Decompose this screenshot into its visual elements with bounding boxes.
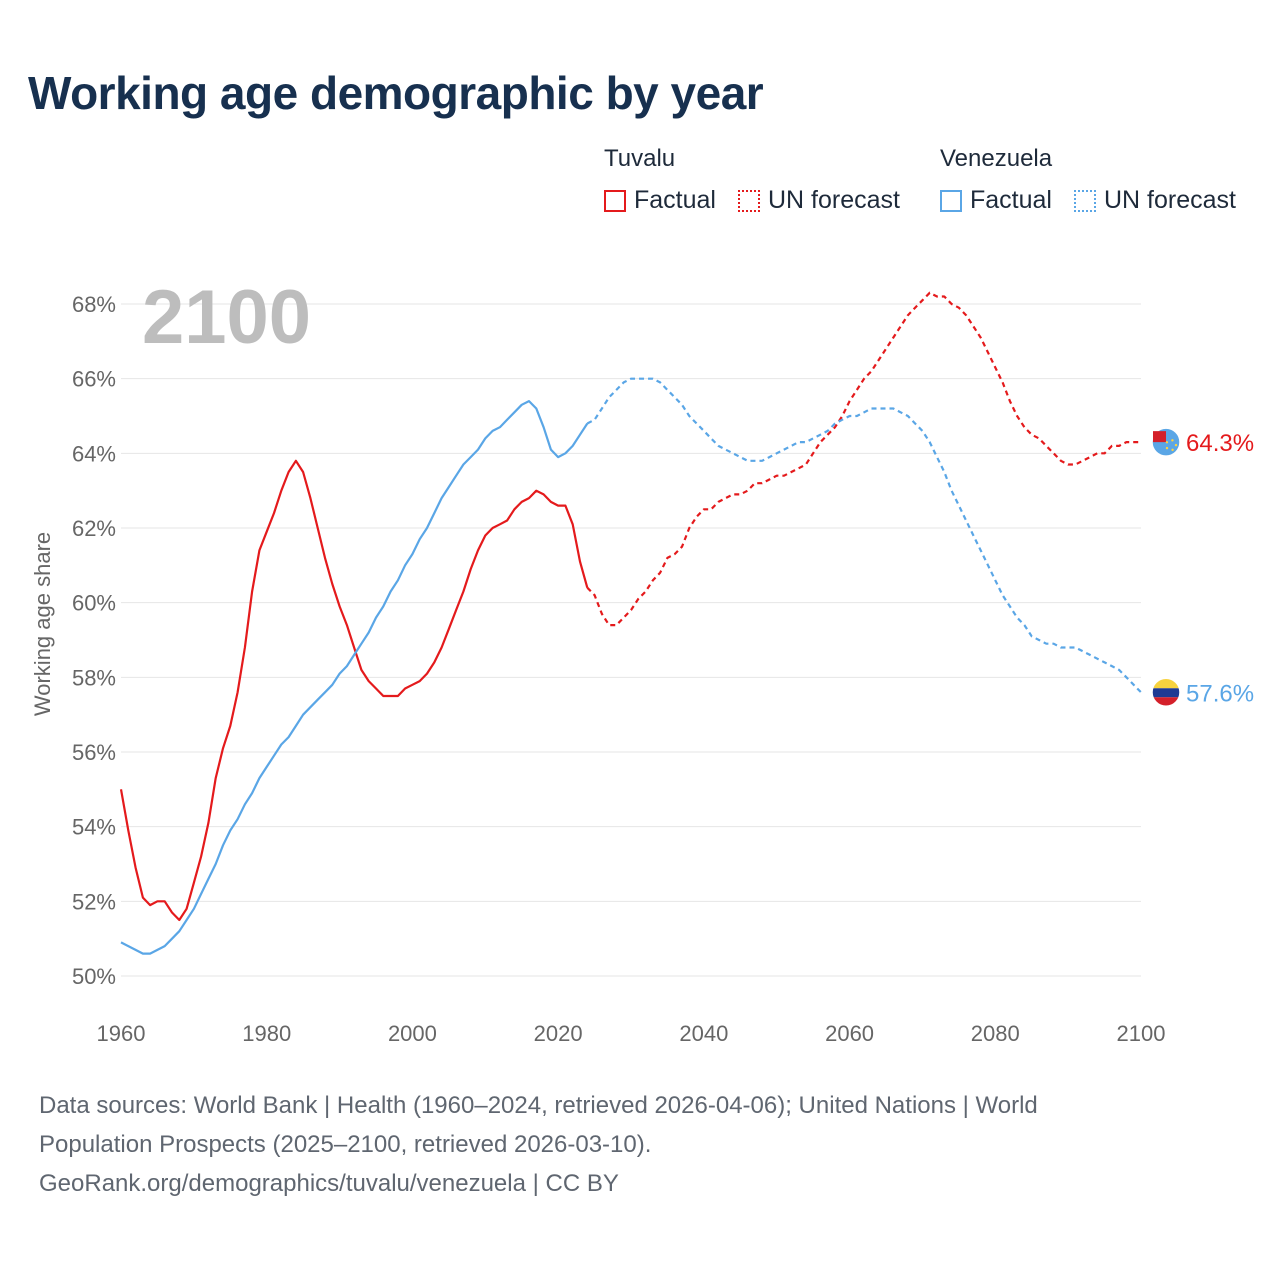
x-tick-label: 2080 bbox=[971, 1021, 1020, 1046]
venezuela-flag-icon bbox=[1151, 677, 1181, 708]
x-tick-label: 1980 bbox=[242, 1021, 291, 1046]
legend-group-tuvalu: Tuvalu bbox=[604, 145, 676, 172]
line-chart: 50% 52% 54% 56% 58% 60% 62% 64% 66% 68% 1960 1980 20… bbox=[30, 275, 1254, 1046]
legend-swatch-dotted bbox=[738, 189, 760, 212]
y-tick-label: 66% bbox=[72, 367, 116, 392]
venezuela-flag-red bbox=[1152, 697, 1180, 707]
y-tick-label: 62% bbox=[72, 516, 116, 541]
year-label: 2100 bbox=[142, 275, 311, 360]
x-tick-label: 2040 bbox=[679, 1021, 728, 1046]
venezuela-flag-blue bbox=[1152, 688, 1180, 698]
tuvalu-flag-star bbox=[1171, 448, 1174, 452]
y-tick-label: 58% bbox=[72, 665, 116, 690]
y-tick-label: 56% bbox=[72, 740, 116, 765]
y-tick-label: 68% bbox=[72, 292, 116, 317]
tuvalu-flag-canton bbox=[1153, 431, 1166, 443]
tuvalu-factual-line bbox=[119, 459, 589, 922]
legend-label: Factual bbox=[634, 186, 716, 214]
y-axis-title: Working age share bbox=[30, 532, 55, 716]
y-tick-label: 52% bbox=[72, 889, 116, 914]
legend-tuvalu-forecast[interactable]: UN forecast bbox=[738, 186, 900, 215]
tuvalu-flag-star bbox=[1174, 443, 1178, 447]
legend-label: Factual bbox=[970, 186, 1052, 214]
legend-swatch-solid bbox=[940, 189, 962, 212]
legend-label: UN forecast bbox=[768, 186, 900, 214]
venezuela-factual-line bbox=[120, 400, 589, 955]
x-tick-label: 2020 bbox=[534, 1021, 583, 1046]
footer-line[interactable]: GeoRank.org/demographics/tuvalu/venezuel… bbox=[39, 1170, 619, 1197]
legend-venezuela-factual[interactable]: Factual bbox=[940, 186, 1052, 215]
legend-tuvalu-factual[interactable]: Factual bbox=[604, 186, 716, 215]
tuvalu-flag-star bbox=[1165, 446, 1169, 450]
tuvalu-end-label: 64.3% bbox=[1186, 430, 1254, 457]
venezuela-end-label: 57.6% bbox=[1186, 680, 1254, 707]
y-tick-label: 60% bbox=[72, 591, 116, 616]
legend-group-venezuela: Venezuela bbox=[940, 145, 1053, 172]
x-tick-label: 2000 bbox=[388, 1021, 437, 1046]
venezuela-forecast-line bbox=[586, 377, 1142, 694]
x-tick-label: 1960 bbox=[97, 1021, 146, 1046]
legend-label: UN forecast bbox=[1104, 186, 1236, 214]
footer-line: Population Prospects (2025–2100, retriev… bbox=[39, 1131, 652, 1158]
footer-source: Data sources: World Bank | Health (1960–… bbox=[39, 1086, 1189, 1203]
tuvalu-forecast-line bbox=[586, 291, 1141, 627]
tuvalu-flag-star bbox=[1165, 441, 1169, 444]
venezuela-flag-yellow bbox=[1152, 678, 1180, 689]
chart-title: Working age demographic by year bbox=[28, 67, 764, 119]
x-tick-label: 2100 bbox=[1117, 1021, 1166, 1046]
y-tick-label: 64% bbox=[72, 441, 116, 466]
y-tick-label: 50% bbox=[72, 964, 116, 989]
y-tick-label: 54% bbox=[72, 815, 116, 840]
legend-swatch-dotted bbox=[1074, 189, 1096, 212]
footer-line: Data sources: World Bank | Health (1960–… bbox=[39, 1092, 1038, 1119]
tuvalu-flag-star bbox=[1171, 439, 1174, 442]
legend-swatch-solid bbox=[604, 189, 626, 212]
x-tick-label: 2060 bbox=[825, 1021, 874, 1046]
legend-venezuela-forecast[interactable]: UN forecast bbox=[1074, 186, 1236, 215]
